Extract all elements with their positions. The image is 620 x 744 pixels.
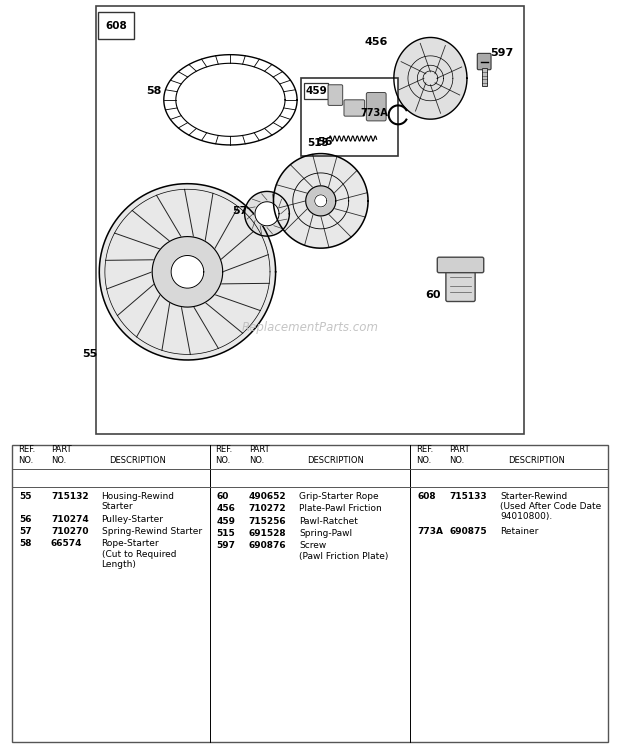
Polygon shape (255, 202, 279, 226)
Text: 56: 56 (19, 515, 31, 524)
FancyBboxPatch shape (301, 78, 398, 155)
FancyBboxPatch shape (328, 85, 343, 106)
Text: DESCRIPTION: DESCRIPTION (307, 455, 364, 465)
FancyBboxPatch shape (366, 92, 386, 121)
Text: 715256: 715256 (249, 516, 286, 525)
Text: 515: 515 (216, 529, 235, 538)
Text: 55: 55 (82, 348, 97, 359)
Text: 773A: 773A (361, 108, 388, 118)
FancyBboxPatch shape (99, 12, 134, 39)
Polygon shape (273, 153, 368, 248)
FancyBboxPatch shape (477, 54, 491, 70)
Text: Plate-Pawl Friction: Plate-Pawl Friction (299, 504, 382, 513)
Text: 58: 58 (19, 539, 31, 548)
Text: 456: 456 (216, 504, 236, 513)
Polygon shape (152, 237, 223, 307)
Text: 57: 57 (232, 206, 248, 216)
Text: Rope-Starter
(Cut to Required
Length): Rope-Starter (Cut to Required Length) (102, 539, 176, 569)
Text: Pulley-Starter: Pulley-Starter (102, 515, 164, 524)
FancyBboxPatch shape (437, 257, 484, 273)
Text: 690875: 690875 (450, 527, 487, 536)
Text: 490652: 490652 (249, 492, 286, 501)
Text: Housing-Rewind
Starter: Housing-Rewind Starter (102, 492, 175, 511)
FancyBboxPatch shape (344, 100, 365, 116)
Text: REF.
NO.: REF. NO. (18, 445, 35, 465)
Text: 691528: 691528 (249, 529, 286, 538)
Text: 715132: 715132 (51, 492, 89, 501)
Text: ReplacementParts.com: ReplacementParts.com (242, 321, 378, 334)
Text: PART
NO.: PART NO. (249, 445, 269, 465)
Text: 608: 608 (105, 21, 127, 31)
FancyBboxPatch shape (446, 267, 475, 301)
Text: 60: 60 (216, 492, 229, 501)
Text: 60: 60 (425, 290, 440, 301)
Text: 608: 608 (417, 492, 436, 501)
Text: 456: 456 (365, 36, 388, 47)
Text: Starter-Rewind
(Used After Code Date
94010800).: Starter-Rewind (Used After Code Date 940… (500, 492, 601, 522)
Text: Retainer: Retainer (500, 527, 538, 536)
Polygon shape (315, 195, 327, 207)
Text: REF.
NO.: REF. NO. (216, 445, 232, 465)
Polygon shape (171, 255, 204, 288)
Text: 56: 56 (317, 137, 333, 147)
Text: 710272: 710272 (249, 504, 286, 513)
Text: 459: 459 (216, 516, 236, 525)
Text: 58: 58 (146, 86, 162, 96)
Text: 690876: 690876 (249, 542, 286, 551)
Text: 597: 597 (490, 48, 514, 57)
Text: DESCRIPTION: DESCRIPTION (109, 455, 166, 465)
Text: 715133: 715133 (450, 492, 487, 501)
Polygon shape (99, 184, 276, 360)
Text: 773A: 773A (417, 527, 443, 536)
Text: 55: 55 (19, 492, 31, 501)
Text: 66574: 66574 (51, 539, 82, 548)
Text: 459: 459 (305, 86, 327, 96)
Text: 515: 515 (307, 138, 329, 148)
Text: 710274: 710274 (51, 515, 89, 524)
Text: Spring-Pawl: Spring-Pawl (299, 529, 352, 538)
FancyBboxPatch shape (304, 83, 329, 99)
Polygon shape (245, 191, 290, 236)
Text: REF.
NO.: REF. NO. (416, 445, 433, 465)
Text: PART
NO.: PART NO. (51, 445, 71, 465)
Text: Spring-Rewind Starter: Spring-Rewind Starter (102, 527, 202, 536)
Text: DESCRIPTION: DESCRIPTION (508, 455, 565, 465)
Bar (482, 68, 487, 86)
Text: Screw
(Pawl Friction Plate): Screw (Pawl Friction Plate) (299, 542, 389, 561)
Text: Pawl-Ratchet: Pawl-Ratchet (299, 516, 358, 525)
Text: PART
NO.: PART NO. (450, 445, 470, 465)
Polygon shape (394, 37, 467, 119)
Text: 597: 597 (216, 542, 236, 551)
Polygon shape (164, 54, 297, 145)
Text: 710270: 710270 (51, 527, 89, 536)
Text: Grip-Starter Rope: Grip-Starter Rope (299, 492, 379, 501)
Text: 57: 57 (19, 527, 32, 536)
Polygon shape (306, 186, 336, 216)
